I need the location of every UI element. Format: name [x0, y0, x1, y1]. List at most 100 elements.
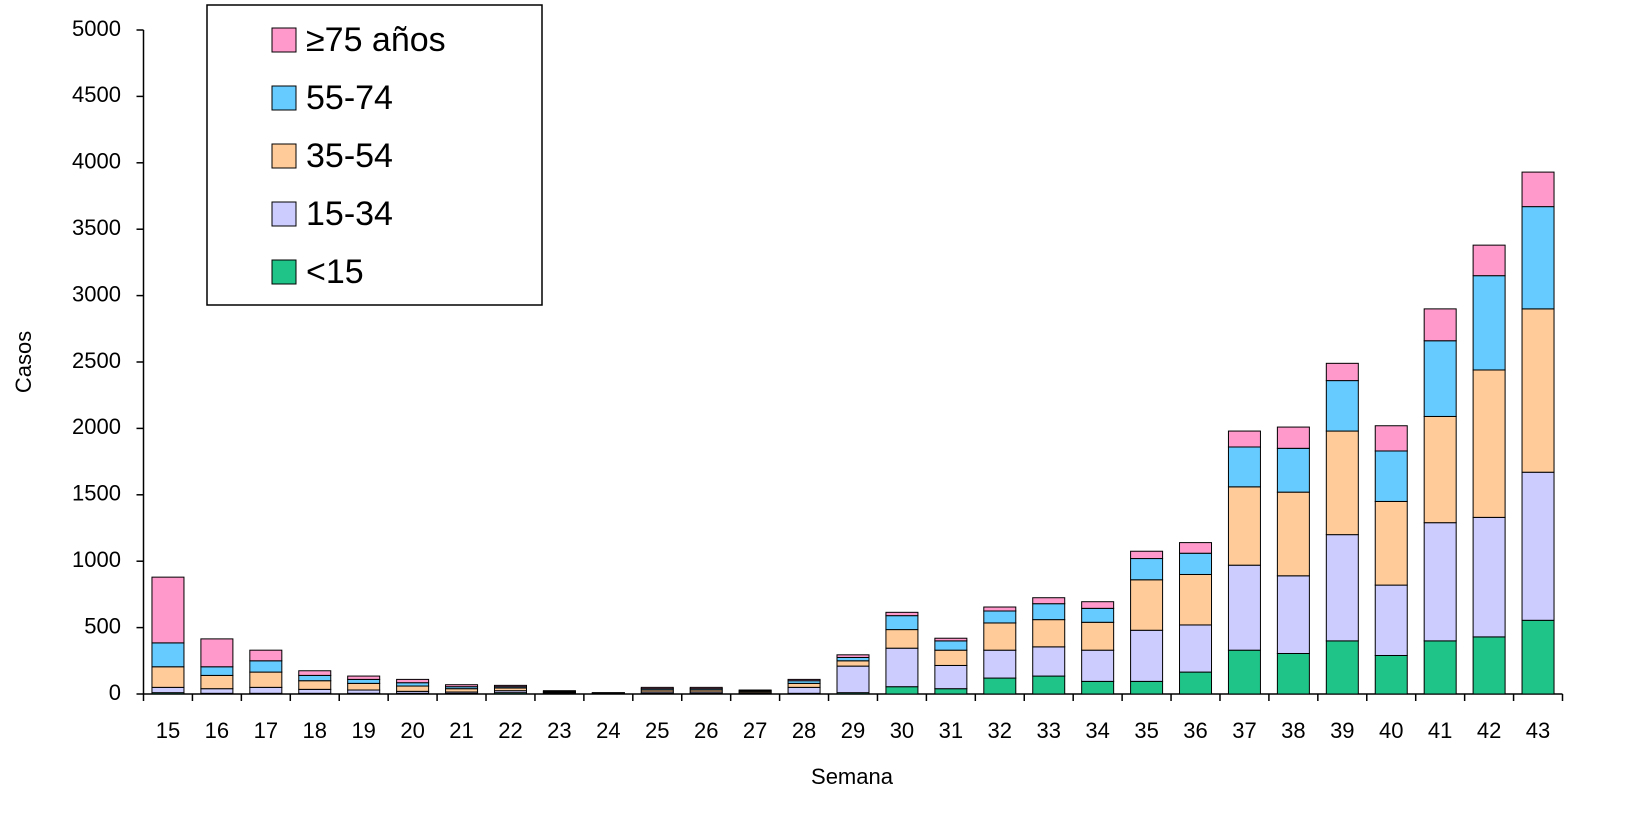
bar-segment: [445, 684, 479, 688]
bar-segment: [983, 622, 1017, 651]
x-tick-label: 30: [890, 718, 914, 743]
x-tick-label: 38: [1281, 718, 1305, 743]
bar-segment: [983, 606, 1017, 612]
bar-segment: [1081, 649, 1115, 682]
y-tick-label: 4500: [72, 82, 121, 107]
bar-segment: [1325, 640, 1359, 695]
bar-segment: [1325, 362, 1359, 382]
bar-segment: [151, 576, 185, 644]
bar-segment: [1276, 652, 1310, 695]
bar-segment: [1521, 206, 1555, 310]
bar-segment: [983, 610, 1017, 624]
bar-segment: [1472, 636, 1506, 695]
bar-segment: [787, 682, 821, 688]
y-tick-label: 1000: [72, 547, 121, 572]
bar-segment: [1423, 308, 1457, 342]
x-tick-label: 40: [1379, 718, 1403, 743]
bar-segment: [1081, 621, 1115, 651]
legend-label: ≥75 años: [306, 21, 446, 59]
x-tick-label: 32: [988, 718, 1012, 743]
legend-swatch: [271, 259, 297, 285]
bar-segment: [934, 688, 968, 695]
bar-segment: [1227, 430, 1261, 448]
bar-segment: [787, 678, 821, 682]
x-tick-label: 34: [1085, 718, 1109, 743]
bar-segment: [249, 671, 283, 688]
bar-segment: [1179, 624, 1213, 673]
bar-segment: [298, 688, 332, 694]
x-tick-label: 29: [841, 718, 865, 743]
bar-segment: [885, 611, 919, 617]
bar-segment: [1227, 446, 1261, 488]
bar-segment: [836, 654, 870, 658]
legend-swatch: [271, 143, 297, 169]
x-tick-label: 15: [156, 718, 180, 743]
x-tick-label: 25: [645, 718, 669, 743]
bar-segment: [1521, 619, 1555, 695]
bar-segment: [1130, 579, 1164, 631]
bar-segment: [298, 680, 332, 690]
bar-segment: [1423, 415, 1457, 524]
bar-segment: [151, 642, 185, 668]
bar-segment: [1276, 575, 1310, 654]
bar-segment: [1227, 486, 1261, 566]
legend: <15 15-34 35-54 55-74 ≥75 años: [206, 4, 543, 306]
bar-segment: [1521, 308, 1555, 473]
x-tick-label: 24: [596, 718, 620, 743]
bar-segment: [836, 665, 870, 694]
bar-segment: [1032, 646, 1066, 677]
bar-segment: [885, 686, 919, 695]
bar-segment: [249, 686, 283, 694]
bar-segment: [1130, 680, 1164, 695]
bar-segment: [983, 677, 1017, 695]
bar-segment: [1325, 430, 1359, 536]
bar-segment: [1032, 619, 1066, 648]
bar-segment: [934, 649, 968, 666]
x-tick-label: 18: [303, 718, 327, 743]
bar-segment: [836, 660, 870, 667]
legend-label: 55-74: [306, 79, 393, 117]
y-tick-label: 500: [84, 613, 121, 638]
x-tick-label: 17: [254, 718, 278, 743]
bar-segment: [1423, 640, 1457, 695]
x-tick-label: 31: [939, 718, 963, 743]
bar-segment: [1130, 550, 1164, 560]
x-tick-label: 36: [1183, 718, 1207, 743]
bar-segment: [1423, 522, 1457, 642]
bar-segment: [1374, 425, 1408, 452]
bar-segment: [396, 678, 430, 684]
bar-segment: [249, 649, 283, 662]
bar-segment: [1276, 491, 1310, 577]
x-tick-label: 19: [351, 718, 375, 743]
legend-label: 15-34: [306, 195, 393, 233]
bar-segment: [1374, 654, 1408, 695]
x-tick-label: 28: [792, 718, 816, 743]
bar-segment: [1472, 275, 1506, 371]
bar-segment: [1423, 340, 1457, 417]
bar-segment: [640, 686, 674, 690]
bar-segment: [934, 640, 968, 651]
bar-segment: [1032, 675, 1066, 695]
bar-segment: [1179, 573, 1213, 626]
y-tick-label: 0: [109, 680, 121, 705]
legend-swatch: [271, 27, 297, 53]
legend-swatch: [271, 201, 297, 227]
x-tick-label: 23: [547, 718, 571, 743]
x-tick-label: 41: [1428, 718, 1452, 743]
bar-segment: [1179, 671, 1213, 695]
bar-segment: [1472, 244, 1506, 277]
bar-segment: [885, 647, 919, 688]
bar-segment: [1032, 597, 1066, 605]
bar-segment: [1276, 426, 1310, 449]
bar-segment: [738, 689, 772, 692]
x-axis-label: Semana: [811, 764, 894, 789]
bar-segment: [1374, 500, 1408, 586]
bar-segment: [151, 686, 185, 694]
bar-segment: [885, 615, 919, 631]
bar-segment: [1081, 680, 1115, 695]
bar-segment: [1179, 542, 1213, 554]
bar-segment: [1472, 516, 1506, 638]
x-tick-label: 42: [1477, 718, 1501, 743]
x-tick-label: 20: [400, 718, 424, 743]
